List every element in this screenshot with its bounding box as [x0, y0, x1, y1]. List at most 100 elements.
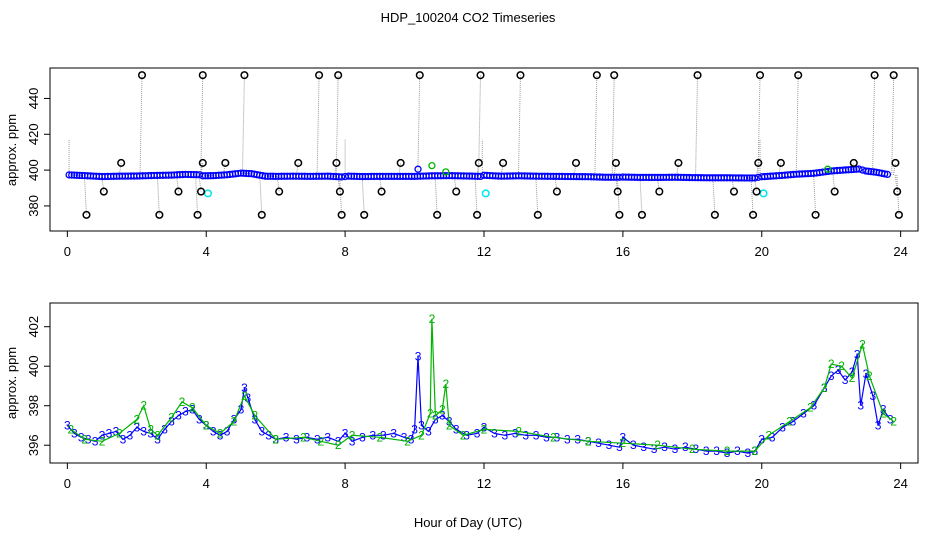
- spike-line: [195, 174, 199, 215]
- blue-3-label: 3: [616, 440, 623, 454]
- green-2-label: 2: [376, 430, 383, 444]
- blue-point: [266, 172, 275, 180]
- outlier-point: [433, 210, 442, 219]
- blue-3-label: 3: [842, 373, 849, 387]
- outlier-point: [610, 71, 619, 80]
- outlier-point: [196, 187, 206, 196]
- green-2-label: 2: [439, 403, 446, 417]
- y-tick-label: 420: [26, 123, 41, 145]
- outlier-point: [137, 71, 147, 80]
- blue-3-label: 3: [154, 432, 161, 446]
- blue-3-label: 3: [106, 426, 113, 440]
- blue-3-label: 3: [189, 403, 196, 417]
- outlier-point: [729, 187, 739, 196]
- outlier-point: [894, 210, 903, 219]
- green-2-label: 2: [446, 418, 453, 432]
- blue-point: [201, 172, 210, 180]
- blue-3-label: 3: [415, 349, 422, 363]
- green-2-label: 2: [168, 411, 175, 425]
- blue-3-label: 3: [758, 432, 765, 446]
- green-2-label: 2: [838, 359, 845, 373]
- blue-3-label: 3: [238, 403, 245, 417]
- green-2-label: 2: [689, 442, 696, 456]
- x-tick-label: 24: [893, 476, 907, 491]
- blue-3-label: 3: [224, 424, 231, 438]
- x-tick-label: 12: [477, 244, 491, 259]
- blue-3-label: 3: [651, 442, 658, 456]
- blue-3-label: 3: [779, 420, 786, 434]
- green-2-label: 2: [550, 430, 557, 444]
- outlier-point: [315, 71, 324, 80]
- outlier-point: [117, 158, 126, 167]
- outlier-point: [613, 187, 622, 196]
- blue-3-label: 3: [182, 405, 189, 419]
- blue-3-label: 3: [99, 428, 106, 442]
- spike-line: [517, 75, 521, 176]
- spike-line: [757, 75, 761, 178]
- blue-3-label: 3: [640, 440, 647, 454]
- cyan-point: [203, 189, 213, 198]
- y-tick-label: 440: [26, 88, 41, 110]
- y-tick-label: 402: [26, 316, 41, 338]
- blue-3-label: 3: [432, 413, 439, 427]
- blue-3-label: 3: [800, 407, 807, 421]
- green-2-label: 2: [432, 409, 439, 423]
- blue-point: [883, 170, 892, 179]
- blue-3-label: 3: [595, 436, 602, 450]
- blue-3-label: 3: [314, 432, 321, 446]
- spike-line: [434, 175, 438, 215]
- green-2-label: 2: [654, 438, 661, 452]
- green-2-label: 2: [81, 432, 88, 446]
- green-2-label: 2: [724, 444, 731, 458]
- top-y-label: approx. ppm: [4, 114, 19, 186]
- outlier-point: [891, 158, 900, 167]
- outlier-point: [674, 158, 683, 167]
- spike-line: [795, 75, 799, 175]
- spike-line: [656, 177, 660, 192]
- green-2-label: 2: [866, 369, 873, 383]
- y-tick-label: 400: [26, 159, 41, 181]
- outlier-point: [198, 71, 207, 80]
- outlier-point: [476, 71, 485, 80]
- x-tick-label: 4: [203, 244, 210, 259]
- blue-3-label: 3: [64, 418, 71, 432]
- bottom-y-axis: 396 398 400 402: [26, 316, 51, 456]
- green-2-label: 2: [481, 422, 488, 436]
- outlier-point: [754, 158, 763, 167]
- green-2-label: 2: [231, 415, 238, 429]
- outlier-point: [693, 71, 702, 80]
- outlier-point: [870, 71, 879, 80]
- blue-3-label: 3: [512, 426, 519, 440]
- spike-line: [139, 75, 143, 176]
- spike-line: [478, 75, 482, 177]
- blue-point: [847, 165, 855, 174]
- blue-3-label: 3: [418, 418, 425, 432]
- spike-line: [695, 75, 699, 178]
- blue-3-label: 3: [606, 438, 613, 452]
- x-tick-label: 8: [342, 244, 349, 259]
- blue-3-label: 3: [335, 434, 342, 448]
- green-2-label: 2: [349, 428, 356, 442]
- blue-point: [239, 169, 248, 177]
- blue-3-label: 3: [359, 430, 366, 444]
- blue-3-label: 3: [828, 369, 835, 383]
- outlier-point: [332, 158, 341, 167]
- blue-point: [864, 167, 873, 175]
- outlier-point: [615, 210, 624, 219]
- outlier-point: [889, 71, 898, 80]
- outlier-point: [294, 158, 303, 167]
- green-2-label: 2: [427, 407, 434, 421]
- outlier-point: [221, 158, 230, 167]
- spike-line: [896, 174, 900, 215]
- blue-point: [881, 170, 889, 178]
- blue-point: [414, 165, 422, 173]
- blue-3-label: 3: [161, 422, 168, 436]
- green-2-label: 2: [849, 371, 856, 385]
- bottom-panel-frame: [49, 302, 919, 464]
- blue-3-label: 3: [304, 430, 311, 444]
- outlier-point: [198, 158, 207, 167]
- blue-3-label: 3: [501, 428, 508, 442]
- spike-line: [474, 176, 478, 215]
